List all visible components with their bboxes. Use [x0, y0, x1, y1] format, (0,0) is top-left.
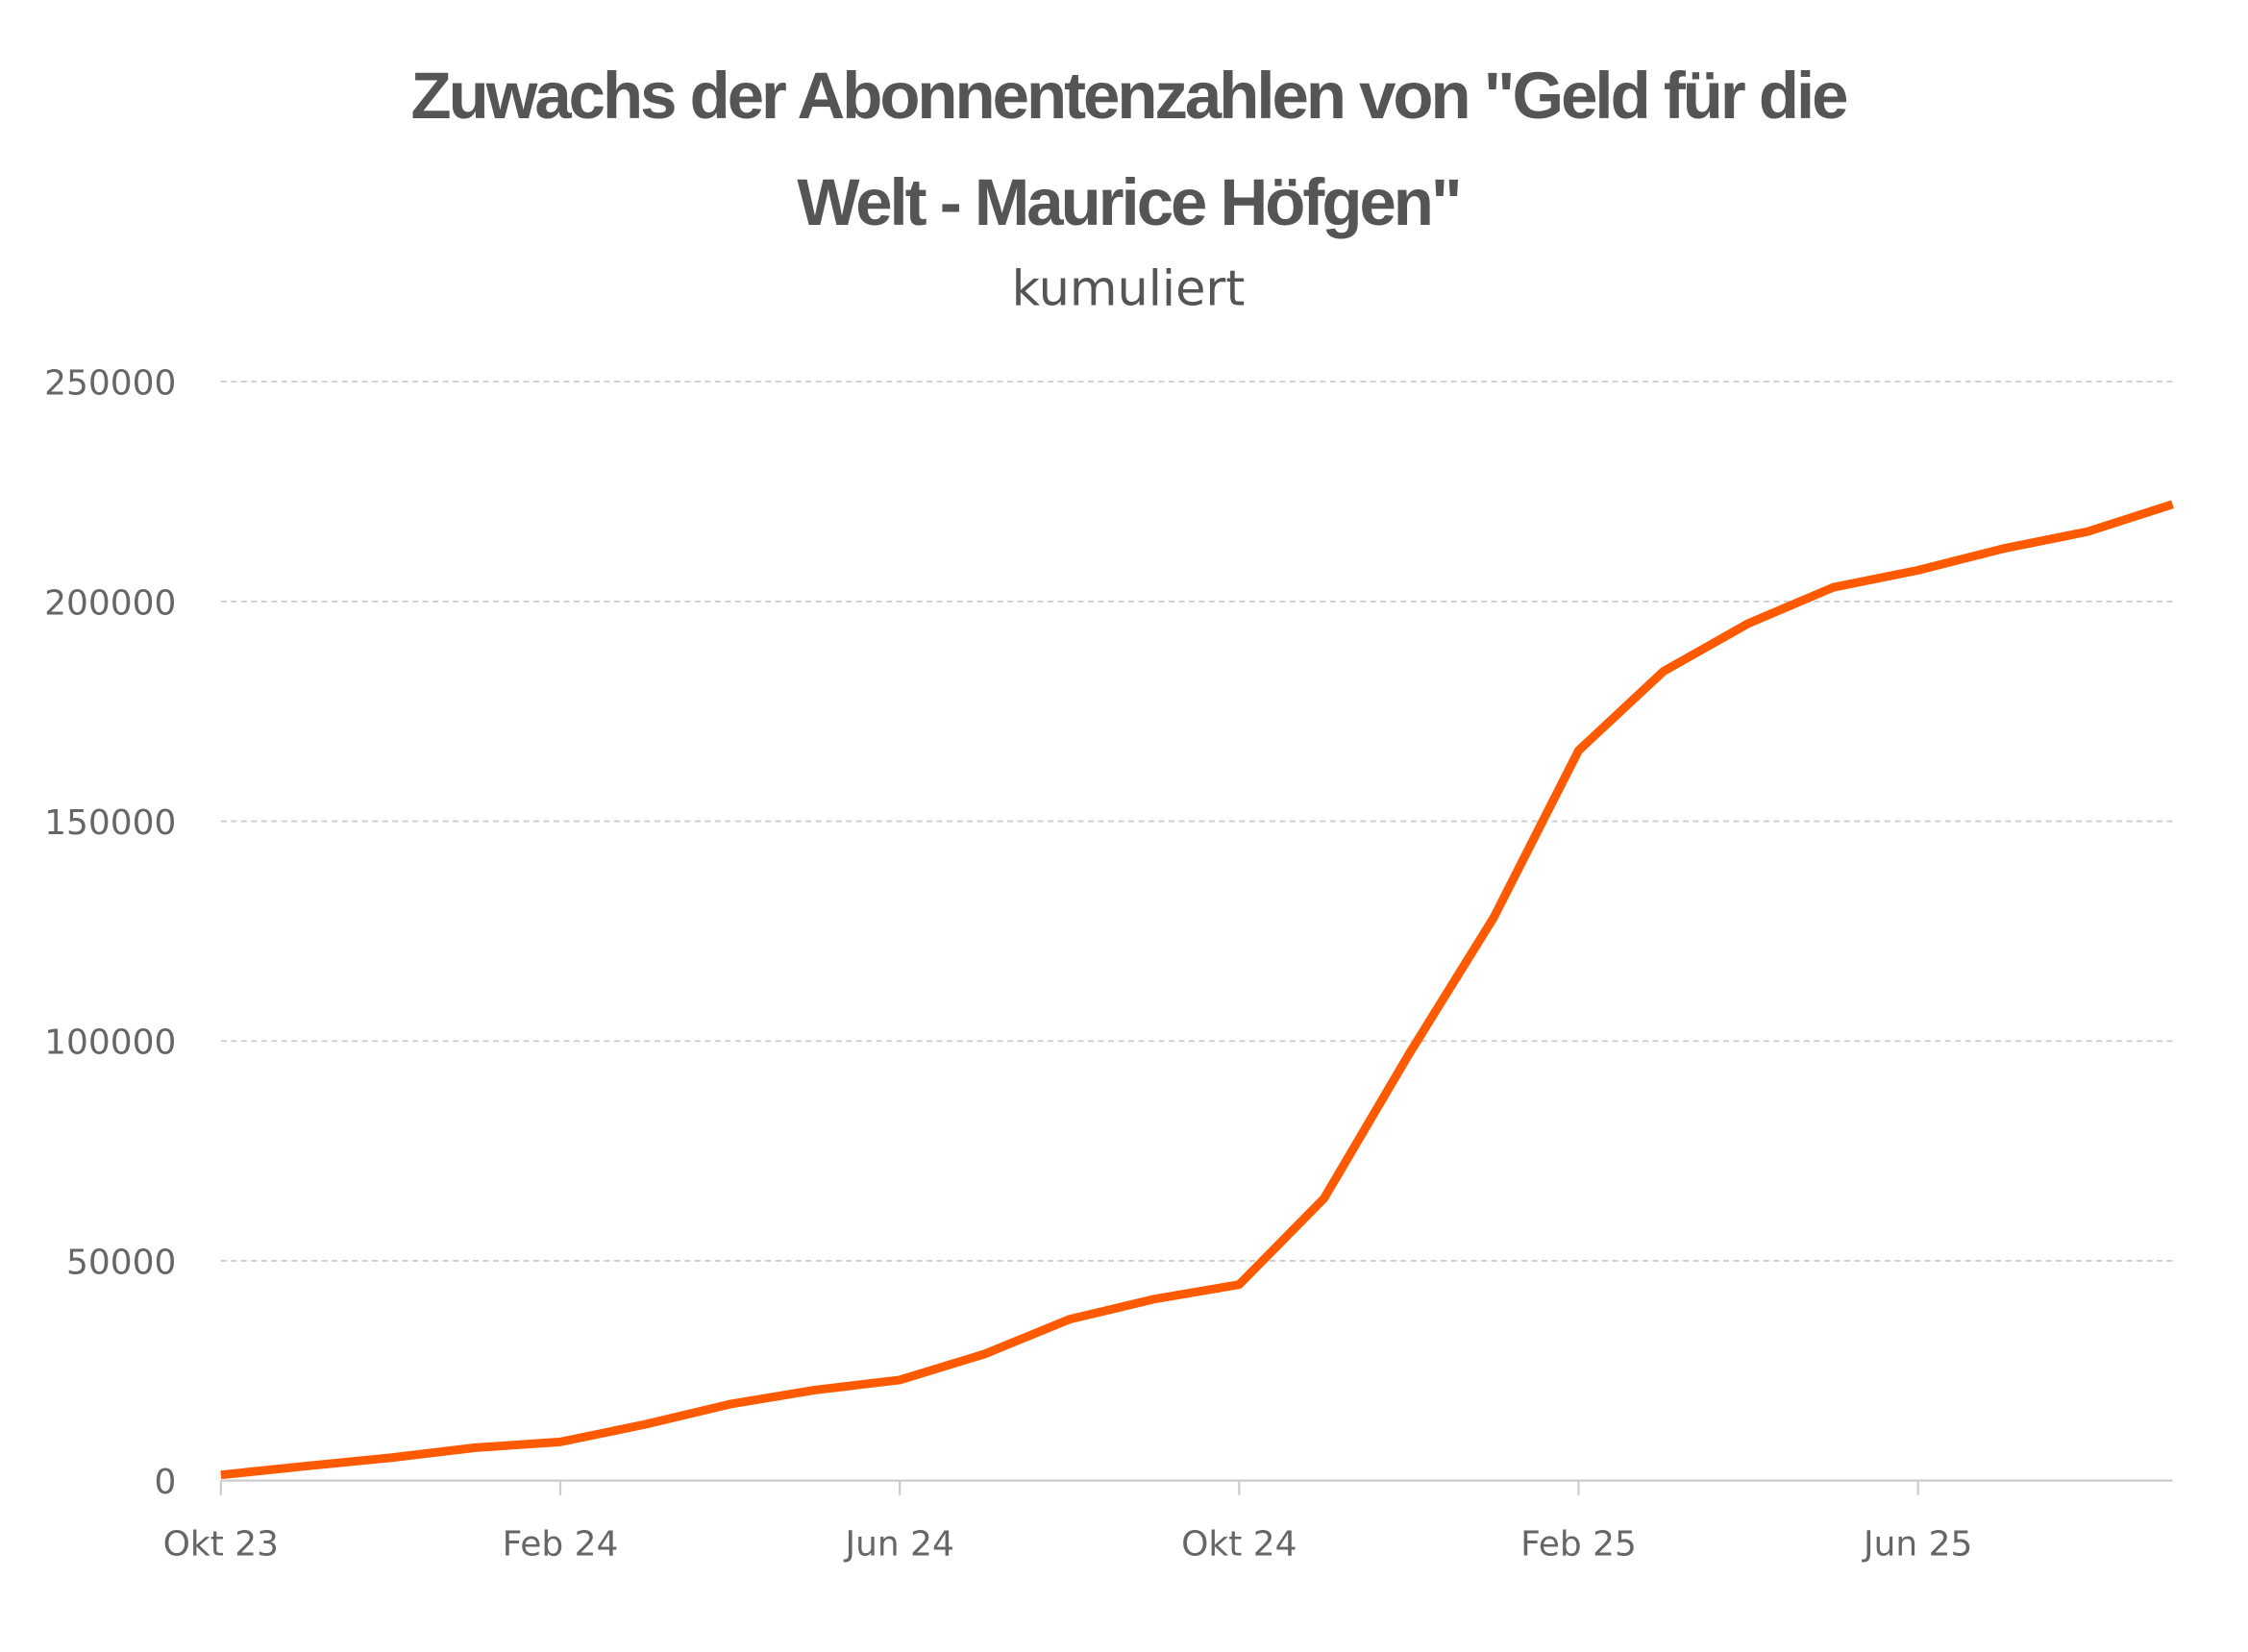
chart-title-line-1: Zuwachs der Abonnentenzahlen von "Geld f… [411, 59, 1847, 133]
y-tick-label: 100000 [44, 1023, 176, 1063]
series-line-abonnenten [220, 500, 2174, 1480]
y-tick-label: 0 [154, 1463, 176, 1502]
chart-title-line-2: Welt - Maurice Höfgen" [797, 165, 1459, 239]
y-tick-label: 50000 [66, 1243, 176, 1282]
x-axis: Okt 23 Feb 24 Jun 24 Okt 24 Feb 25 Jun 25 [163, 1479, 2173, 1565]
x-tick-label: Okt 23 [163, 1525, 279, 1565]
gridlines [220, 381, 2173, 1262]
y-tick-label: 150000 [44, 803, 176, 843]
series-layer [220, 500, 2174, 1480]
y-tick-label: 250000 [44, 364, 176, 404]
y-axis: 0 50000 100000 150000 200000 250000 [44, 364, 176, 1503]
x-tick-label: Jun 25 [1862, 1525, 1972, 1565]
chart-subtitle: kumuliert [1012, 261, 1246, 318]
x-tick-label: Feb 25 [1520, 1525, 1637, 1565]
y-tick-label: 200000 [44, 583, 176, 623]
x-tick-label: Jun 24 [843, 1525, 953, 1565]
x-tick-label: Feb 24 [503, 1525, 619, 1565]
x-tick-label: Okt 24 [1181, 1525, 1297, 1565]
